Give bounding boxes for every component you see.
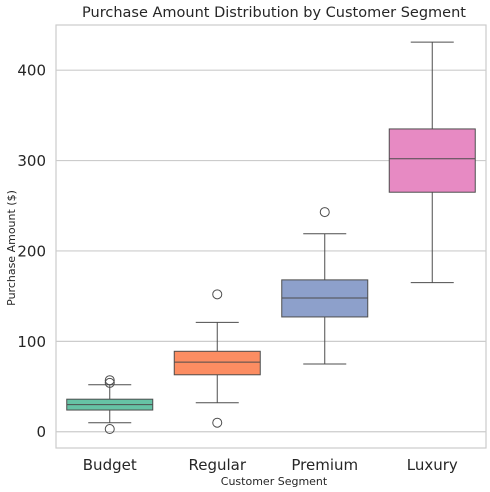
x-tick-label: Luxury [407,456,458,474]
x-tick-label: Regular [188,456,246,474]
y-tick-label: 100 [17,333,46,351]
outlier-point [212,289,223,300]
box-luxury [388,41,476,284]
outlier-point [104,424,115,435]
outlier-point [319,207,330,218]
boxes-layer [66,41,476,435]
outlier-point [104,377,115,388]
grid-lines [56,69,486,433]
y-tick-label: 200 [17,242,46,260]
chart-title: Purchase Amount Distribution by Customer… [82,5,466,21]
x-axis-title: Customer Segment [221,475,328,488]
y-tick-labels: 0 100 200 300 400 [17,62,46,442]
y-tick-label: 0 [36,423,46,441]
box-iqr [388,128,476,193]
box-iqr [173,350,261,376]
box-regular [173,289,261,428]
plot-frame [55,24,487,449]
y-tick-label: 300 [17,152,46,170]
y-axis-title: Purchase Amount ($) [5,190,18,306]
box-premium [281,207,369,365]
box-budget [66,375,154,435]
outlier-point [104,375,115,386]
x-tick-label: Budget [83,456,137,474]
x-tick-label: Premium [291,456,358,474]
x-tick-labels: Budget Regular Premium Luxury [83,456,458,474]
outlier-point [212,417,223,428]
y-tick-label: 400 [17,62,46,80]
